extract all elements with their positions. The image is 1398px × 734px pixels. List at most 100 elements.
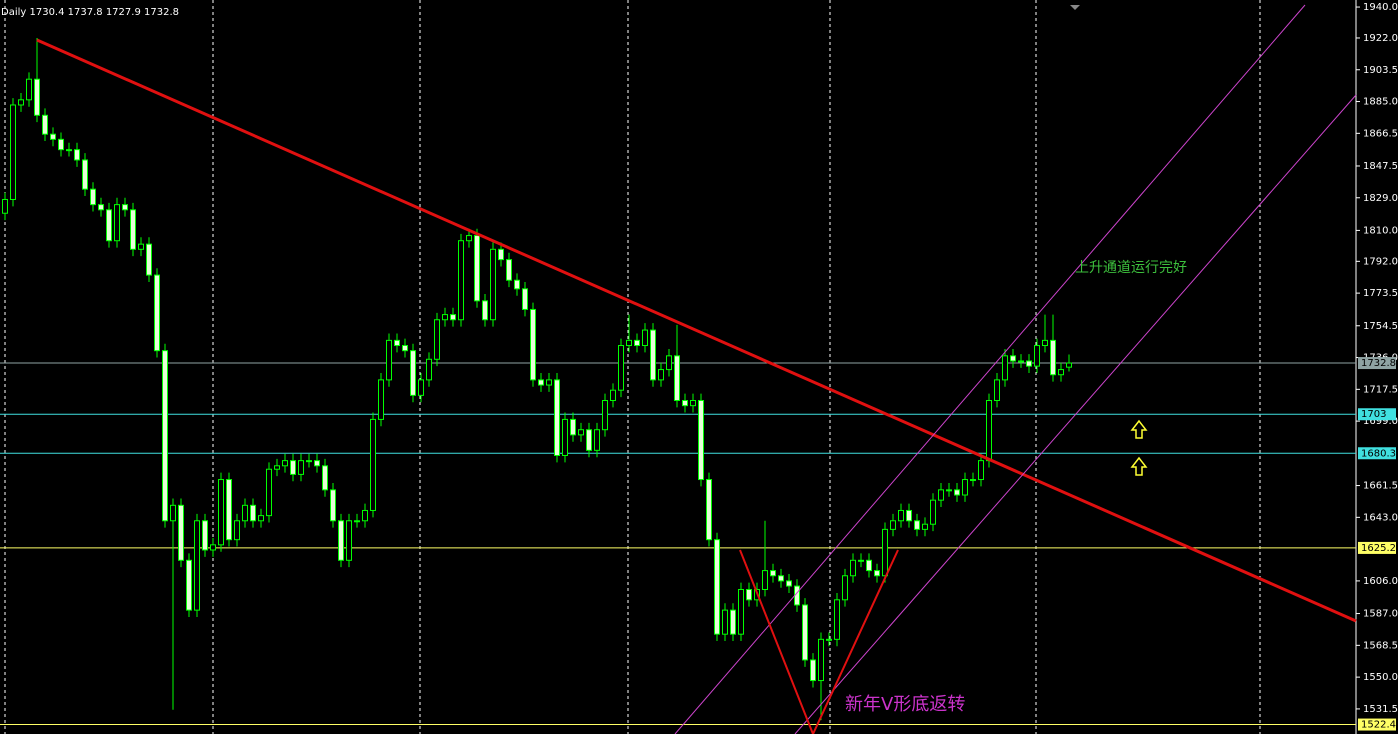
candle-body [962, 479, 968, 496]
candle-body [1050, 339, 1056, 376]
level-label: 1625.2 [1361, 543, 1396, 554]
candle-body [898, 509, 904, 522]
candle-body [770, 570, 776, 577]
candle-body [874, 570, 880, 577]
y-tick-label: 1531.5 [1363, 704, 1398, 715]
y-tick-label: 1587.0 [1363, 609, 1398, 620]
candle-body [58, 138, 64, 151]
y-tick-label: 1903.5 [1363, 65, 1398, 76]
candle-body [170, 504, 176, 522]
candle-body [978, 460, 984, 481]
level-label-box [1358, 357, 1396, 370]
candle-body [778, 575, 784, 582]
candle-body [834, 599, 840, 640]
candle-body [570, 418, 576, 436]
candle-body [650, 329, 656, 381]
downtrend-line [36, 38, 1357, 623]
candle-body [514, 279, 520, 290]
candle-body [762, 570, 768, 591]
candle-body [138, 243, 144, 250]
level-label: 1522.4 [1361, 720, 1396, 731]
candle-body [74, 149, 80, 161]
candle-body [466, 235, 472, 242]
candle-body [98, 204, 104, 211]
candle-body [986, 400, 992, 462]
level-label-box [1358, 408, 1396, 421]
y-tick-label: 1643.0 [1363, 512, 1398, 523]
candle-body [642, 329, 648, 347]
candle-body [786, 580, 792, 587]
candle-body [370, 418, 376, 511]
candle-body [938, 489, 944, 501]
candle-body [714, 539, 720, 635]
candle-body [82, 159, 88, 190]
candle-body [666, 355, 672, 371]
level-label-box [1358, 447, 1396, 460]
candle-body [106, 209, 112, 242]
candle-body [802, 604, 808, 661]
candle-body [178, 504, 184, 561]
y-tick-label: 1773.5 [1363, 288, 1398, 299]
candle-body [234, 520, 240, 541]
candle-body [314, 460, 320, 467]
candle-body [266, 468, 272, 517]
candle-body [18, 99, 24, 106]
y-tick-label: 1699.0 [1363, 416, 1398, 427]
y-tick-label: 1885.0 [1363, 97, 1398, 108]
candle-body [154, 274, 160, 352]
candle-body [482, 300, 488, 321]
y-tick-label: 1606.0 [1363, 576, 1398, 587]
level-label: 1680.3 [1361, 448, 1396, 459]
candle-body [634, 339, 640, 347]
candle-body [330, 489, 336, 522]
candle-body [890, 520, 896, 530]
y-tick-label: 1717.5 [1363, 384, 1398, 395]
y-tick-label: 1810.0 [1363, 225, 1398, 236]
candle-body [378, 379, 384, 420]
candle-body [250, 504, 256, 522]
candle-body [298, 460, 304, 475]
candle-body [738, 589, 744, 635]
annotation: 新年V形底返转 [845, 694, 965, 715]
candle-body [618, 345, 624, 391]
candle-body [610, 389, 616, 402]
candle-body [426, 358, 432, 381]
candle-body [602, 400, 608, 431]
candle-body [706, 479, 712, 541]
candle-body [490, 248, 496, 321]
candle-body [522, 288, 528, 310]
candle-body [42, 114, 48, 135]
candle-body [346, 520, 352, 561]
candle-body [1034, 345, 1040, 367]
level-label-box [1358, 718, 1396, 731]
v-bottom-lines [739, 549, 899, 734]
annotation: 上升通道运行完好 [1075, 260, 1187, 276]
candle-body [530, 308, 536, 381]
candle-body [218, 479, 224, 546]
candle-body [882, 528, 888, 577]
candle-body [122, 204, 128, 211]
candle-body [826, 638, 832, 641]
candle-body [866, 559, 872, 572]
y-tick-label: 1922.0 [1363, 33, 1398, 44]
candle-body [722, 609, 728, 635]
candle-body [906, 509, 912, 522]
candle-body [2, 198, 8, 214]
candle-body [922, 523, 928, 530]
candle-body [506, 259, 512, 281]
arrow-up [1130, 419, 1148, 439]
y-tick-label: 1866.5 [1363, 128, 1398, 139]
candle-body [258, 515, 264, 522]
candle-body [1002, 355, 1008, 381]
candle-body [810, 659, 816, 682]
candle-body [306, 460, 312, 463]
level-label: 1703 [1361, 409, 1386, 420]
candle-body [674, 355, 680, 402]
candle-body [50, 133, 56, 140]
candle-body [818, 638, 824, 682]
y-tick-label: 1568.5 [1363, 640, 1398, 651]
candle-body [242, 504, 248, 522]
candle-body [418, 379, 424, 396]
